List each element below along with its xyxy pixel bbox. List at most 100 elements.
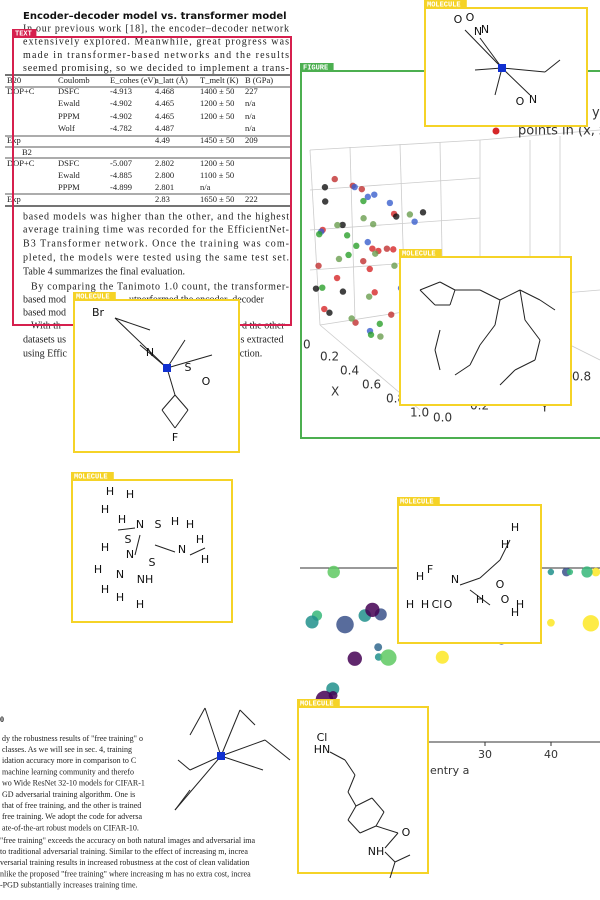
- point: [371, 289, 378, 296]
- bond: [166, 339, 186, 369]
- text-line: made in transformer-based networks and t…: [23, 50, 289, 61]
- table-cell: -4.885: [110, 170, 132, 180]
- atom-label: O: [402, 826, 411, 839]
- molecule-region-box: [397, 504, 542, 644]
- page-number: 0: [0, 715, 4, 724]
- atom-label: N: [451, 573, 459, 586]
- atom-label: O: [202, 375, 211, 388]
- text-line: seemed promising, so we decided to imple…: [23, 63, 289, 74]
- bond: [117, 527, 136, 531]
- atom-label: F: [172, 431, 178, 444]
- x-axis-label: entry a: [430, 764, 469, 777]
- point: [365, 293, 373, 300]
- scatter-dot: [547, 618, 555, 627]
- point: [339, 221, 346, 229]
- table-cell: -4.899: [110, 182, 132, 192]
- table-cell: 2.802: [155, 158, 174, 168]
- atom-label: N: [529, 93, 537, 106]
- point: [321, 184, 329, 191]
- table-cell: DSFC: [58, 86, 80, 96]
- molecule-drawing: [459, 539, 511, 606]
- atom-label: Cl: [432, 598, 443, 611]
- atom-label: O: [496, 578, 505, 591]
- point: [369, 245, 376, 252]
- table-header: E_cohes (eV): [110, 75, 157, 85]
- paper-line: wo Wide ResNet 32-10 models for CIFAR-1: [2, 779, 145, 788]
- atom-label: H: [416, 570, 424, 583]
- point: [376, 320, 383, 328]
- bond: [434, 329, 441, 351]
- text-region-tag-label: TEXT: [15, 31, 32, 39]
- point: [353, 242, 360, 250]
- bond: [204, 707, 222, 757]
- bond: [161, 409, 176, 429]
- atom-label: N: [474, 25, 482, 38]
- atom-label: S: [185, 361, 192, 374]
- point: [364, 238, 371, 246]
- text-line: By comparing the Tanimoto 1.0 count, the…: [31, 281, 289, 292]
- text-fragment: raction.: [232, 348, 262, 359]
- molecule-region-tag-label: MOLECULE: [400, 499, 434, 507]
- point: [334, 221, 341, 229]
- bond: [514, 359, 536, 371]
- bond: [154, 544, 176, 553]
- figure-region-tag: [300, 63, 334, 72]
- bond: [375, 825, 399, 834]
- bond: [264, 739, 291, 761]
- table-cell: 1100 ± 50: [200, 170, 234, 180]
- atom-label: NH: [137, 573, 154, 586]
- scatter-dot: [305, 615, 319, 629]
- point: [322, 198, 329, 205]
- table-header: a_latt (Å): [155, 75, 188, 85]
- point: [372, 250, 379, 257]
- paper-line: ate-of-the-art robust models on CIFAR-10…: [2, 823, 139, 832]
- atom-label: N: [126, 548, 134, 561]
- z-tick-label: 0.8: [572, 370, 591, 384]
- bond: [174, 789, 191, 811]
- text-region-tag: [12, 29, 37, 38]
- table-cell: -4.902: [110, 111, 132, 121]
- metal-center: [163, 364, 171, 372]
- point: [352, 319, 359, 326]
- atom-label: S: [149, 556, 156, 569]
- atom-label: O: [454, 13, 463, 26]
- point: [339, 288, 347, 295]
- bond: [519, 289, 526, 321]
- table-cell: n/a: [245, 123, 256, 133]
- bond: [220, 709, 241, 757]
- bond: [544, 59, 561, 73]
- bond: [177, 759, 191, 771]
- point: [335, 255, 343, 263]
- point: [360, 257, 367, 265]
- table-header: B (GPa): [245, 75, 273, 85]
- bond: [501, 67, 531, 96]
- bond: [389, 861, 396, 879]
- table-cell: 2.800: [155, 170, 174, 180]
- text-line: In our previous work [18], the encoder–d…: [23, 23, 289, 34]
- bond: [449, 289, 456, 306]
- molecule-region-tag: [73, 292, 116, 301]
- molecule-region-box: [399, 256, 572, 406]
- bond: [134, 534, 141, 556]
- bond: [499, 539, 511, 561]
- text-line: pleted, the models were tested using the…: [23, 252, 289, 263]
- table-cell: Wolf: [58, 123, 75, 133]
- atom-label: F: [427, 563, 433, 576]
- bond: [166, 354, 213, 369]
- text-fragment: using Effic: [23, 348, 68, 359]
- grid-line: [479, 129, 600, 141]
- atom-label: H: [118, 513, 126, 526]
- table-cell: PPPM: [58, 111, 80, 121]
- molecule-region-tag-label: MOLECULE: [402, 251, 436, 259]
- atom-label: H: [196, 533, 204, 546]
- text-line: B3 Transformer network. Once the trainin…: [23, 238, 289, 249]
- bond: [419, 281, 441, 291]
- bond: [174, 409, 189, 429]
- table-cell: 209: [245, 135, 258, 145]
- paper-line: machine learning community and therefo: [2, 767, 134, 776]
- point: [386, 199, 394, 207]
- atom-label: N: [178, 543, 186, 556]
- bond: [359, 825, 377, 834]
- scatter-dot: [566, 568, 574, 576]
- bond: [189, 755, 222, 771]
